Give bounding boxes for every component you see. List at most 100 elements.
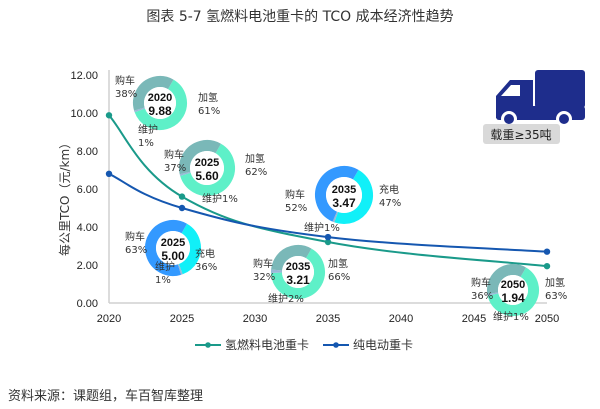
donut-part-label: 充电: [195, 247, 215, 260]
donut-part-label: 加氢: [245, 152, 265, 165]
data-point: [324, 233, 332, 241]
x-tick-label: 2025: [170, 313, 194, 325]
legend-item: 氢燃料电池重卡: [195, 337, 309, 352]
donut-segment: [145, 220, 201, 276]
donut-part-label: 维护1%: [304, 221, 340, 234]
donut-part-label: 购车: [125, 230, 145, 243]
legend-label: 纯电动重卡: [353, 338, 413, 352]
donut-part-label: 加氢: [545, 276, 565, 289]
donut-hole: [326, 177, 362, 213]
donut-part-pct: 36%: [471, 291, 493, 302]
donut-part-label: 购车: [164, 148, 184, 161]
series-lines: [105, 112, 551, 270]
data-point: [105, 112, 113, 119]
donut-part-pct: 1%: [155, 275, 171, 286]
series-line-electric: [108, 172, 548, 253]
donut-hole: [190, 151, 224, 185]
y-tick-label: 12.00: [70, 70, 98, 82]
series-line-hydrogen: [108, 114, 548, 268]
donut-year: 2035: [332, 184, 356, 196]
donut-hole: [282, 256, 314, 288]
x-tick-label: 2035: [316, 313, 340, 325]
x-tick-label: 2050: [535, 313, 559, 325]
y-tick-label: 10.00: [70, 108, 98, 120]
x-tick-label: 2040: [389, 313, 413, 325]
data-point: [178, 193, 186, 200]
donut-part-pct: 63%: [125, 245, 147, 256]
y-tick-label: 4.00: [77, 222, 98, 234]
donut-part-label: 充电: [379, 183, 399, 196]
donut-year: 2025: [161, 237, 185, 249]
donut-segment: [133, 76, 187, 130]
donut-year: 2020: [148, 92, 172, 104]
donut-year: 2025: [195, 157, 219, 169]
data-point: [178, 204, 186, 212]
donut-hole: [156, 231, 190, 265]
donut-year: 2050: [501, 279, 525, 291]
donut-part-pct: 38%: [115, 89, 137, 100]
x-tick-label: 2045: [462, 313, 486, 325]
donut-part-pct: 62%: [245, 167, 267, 178]
legend: 氢燃料电池重卡 纯电动重卡: [195, 337, 413, 352]
donut-part-pct: 63%: [545, 291, 567, 302]
legend-item: 纯电动重卡: [323, 338, 413, 352]
y-tick-label: 8.00: [77, 146, 98, 158]
legend-marker: [333, 342, 339, 348]
x-tick-label: 2030: [243, 313, 267, 325]
data-point: [105, 170, 113, 177]
donut-year: 2035: [286, 261, 310, 273]
y-axis-label: 每公里TCO（元/km）: [57, 137, 72, 256]
donut-part-label: 购车: [285, 188, 305, 201]
donut-part-label: 购车: [253, 257, 273, 270]
data-point: [324, 238, 332, 246]
legend-label: 氢燃料电池重卡: [225, 337, 309, 352]
donut-part-pct: 66%: [328, 272, 350, 283]
donut-hole: [144, 87, 176, 119]
donut-part-label: 维护: [138, 123, 158, 136]
donut-part-pct: 37%: [164, 163, 186, 174]
y-tick-label: 6.00: [77, 184, 98, 196]
donut-part-label: 维护: [155, 260, 175, 273]
donut-part-label: 购车: [115, 74, 135, 87]
y-tick-label: 0.00: [77, 298, 98, 310]
donut-part-pct: 52%: [285, 203, 307, 214]
y-tick-label: 2.00: [77, 260, 98, 272]
x-tick-label: 2020: [97, 313, 121, 325]
donut-value: 3.21: [286, 273, 310, 287]
donut-part-label: 维护2%: [268, 292, 304, 305]
chart-title: 图表 5-7 氢燃料电池重卡的 TCO 成本经济性趋势: [146, 9, 454, 25]
donut-part-pct: 32%: [253, 272, 275, 283]
donut-part-label: 购车: [471, 276, 491, 289]
donut-value: 5.60: [195, 169, 219, 183]
donut-segment: [315, 166, 373, 224]
donut-part-pct: 47%: [379, 198, 401, 209]
donut-part-pct: 61%: [198, 106, 220, 117]
source-note: 资料来源：课题组，车百智库整理: [8, 389, 204, 404]
data-point: [543, 262, 551, 270]
donut-value: 3.47: [332, 196, 356, 210]
donut-part-pct: 36%: [195, 262, 217, 273]
donut-value: 9.88: [148, 104, 172, 118]
donut-part-pct: 1%: [138, 138, 154, 149]
truck-badge: [483, 124, 560, 144]
data-point: [543, 248, 551, 255]
legend-marker: [205, 342, 211, 348]
donut-part-label: 加氢: [328, 257, 348, 270]
donut-segment: [271, 245, 325, 299]
donut-segment: [487, 264, 539, 316]
truck-badge-label: 载重≥35吨: [490, 128, 551, 142]
donut-part-label: 加氢: [198, 91, 218, 104]
truck-icon: 载重≥35吨: [483, 70, 585, 144]
donut-value: 5.00: [161, 249, 185, 263]
donut-hole: [498, 275, 528, 305]
donut-part-label: 维护1%: [202, 192, 238, 205]
